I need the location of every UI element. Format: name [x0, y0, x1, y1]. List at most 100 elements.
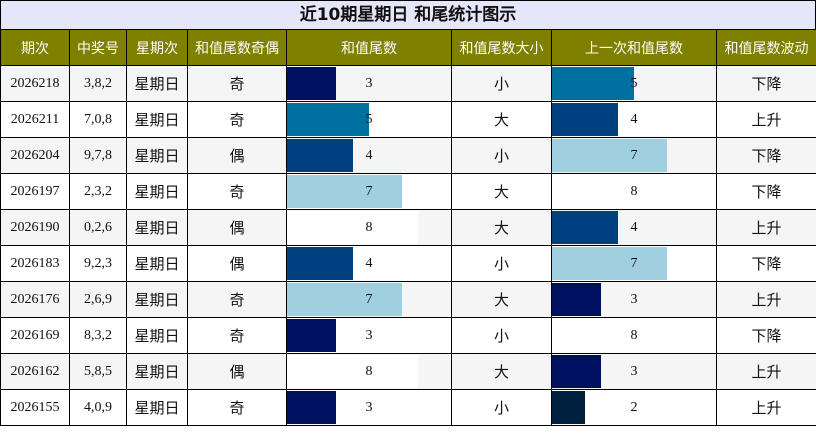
parity-cell: 偶	[187, 137, 287, 174]
trend-cell: 上升	[716, 209, 816, 246]
prev-tail-cell-value: 5	[630, 75, 638, 91]
parity-cell: 偶	[187, 353, 287, 390]
period-cell: 2026176	[0, 281, 70, 318]
prev-tail-cell-value: 4	[630, 219, 638, 235]
tail-cell: 3	[286, 389, 452, 426]
tail-cell-bar	[287, 139, 353, 172]
period-cell: 2026211	[0, 101, 70, 138]
tail-cell-value: 3	[365, 399, 373, 415]
weekday-cell: 星期日	[126, 353, 188, 390]
weekday-cell: 星期日	[126, 101, 188, 138]
tail-cell-value: 4	[365, 255, 373, 271]
table-body: 2026218 3,8,2 星期日奇 3 小 5 下降 2026211 7,0,8 星期日奇 5 大 4…	[0, 65, 816, 426]
table-row: 2026169 8,3,2 星期日奇 3 小 8 下降	[0, 317, 816, 354]
tail-cell: 4	[286, 137, 452, 174]
size-cell: 大	[451, 173, 552, 210]
size-cell: 小	[451, 65, 552, 102]
weekday-cell: 星期日	[126, 173, 188, 210]
table-row: 2026183 9,2,3 星期日偶 4 小 7 下降	[0, 245, 816, 282]
table-row: 2026197 2,3,2 星期日奇 7 大 8 下降	[0, 173, 816, 210]
prev-tail-cell: 7	[551, 245, 717, 282]
weekday-cell: 星期日	[126, 245, 188, 282]
header-period: 期次	[0, 29, 70, 66]
period-cell: 2026218	[0, 65, 70, 102]
tail-cell-bar	[287, 211, 419, 244]
tail-cell-value: 3	[365, 75, 373, 91]
prev-tail-cell: 8	[551, 317, 717, 354]
weekday-cell: 星期日	[126, 137, 188, 174]
prev-tail-cell: 5	[551, 65, 717, 102]
parity-cell: 偶	[187, 209, 287, 246]
prev-tail-cell-value: 8	[630, 183, 638, 199]
prev-tail-cell-bar	[552, 211, 618, 244]
tail-cell-bar	[287, 391, 337, 424]
tail-cell: 7	[286, 173, 452, 210]
numbers-cell: 0,2,6	[69, 209, 127, 246]
numbers-cell: 9,7,8	[69, 137, 127, 174]
period-cell: 2026197	[0, 173, 70, 210]
tail-cell-bar	[287, 319, 337, 352]
parity-cell: 奇	[187, 101, 287, 138]
header-tail: 和值尾数	[286, 29, 452, 66]
tail-cell-bar	[287, 175, 402, 208]
prev-tail-cell-bar	[552, 391, 585, 424]
tail-cell-value: 5	[365, 111, 373, 127]
tail-cell-bar	[287, 355, 419, 388]
tail-cell: 8	[286, 353, 452, 390]
parity-cell: 奇	[187, 389, 287, 426]
size-cell: 小	[451, 137, 552, 174]
trend-cell: 上升	[716, 101, 816, 138]
size-cell: 大	[451, 101, 552, 138]
tail-cell-bar	[287, 103, 369, 136]
tail-cell: 4	[286, 245, 452, 282]
numbers-cell: 3,8,2	[69, 65, 127, 102]
trend-cell: 上升	[716, 389, 816, 426]
header-parity: 和值尾数奇偶	[187, 29, 287, 66]
tail-stats-table: 期次 中奖号 星期次 和值尾数奇偶 和值尾数 和值尾数大小 上一次和值尾数 和值…	[0, 29, 816, 426]
numbers-cell: 4,0,9	[69, 389, 127, 426]
table-row: 2026190 0,2,6 星期日偶 8 大 4 上升	[0, 209, 816, 246]
trend-cell: 下降	[716, 317, 816, 354]
parity-cell: 偶	[187, 245, 287, 282]
weekday-cell: 星期日	[126, 65, 188, 102]
table-row: 2026155 4,0,9 星期日奇 3 小 2 上升	[0, 389, 816, 426]
tail-cell-value: 3	[365, 327, 373, 343]
weekday-cell: 星期日	[126, 281, 188, 318]
prev-tail-cell-value: 4	[630, 111, 638, 127]
weekday-cell: 星期日	[126, 389, 188, 426]
prev-tail-cell: 3	[551, 353, 717, 390]
period-cell: 2026204	[0, 137, 70, 174]
prev-tail-cell-value: 2	[630, 399, 638, 415]
size-cell: 小	[451, 245, 552, 282]
prev-tail-cell-value: 3	[630, 363, 638, 379]
weekday-cell: 星期日	[126, 209, 188, 246]
prev-tail-cell: 2	[551, 389, 717, 426]
header-prev-tail: 上一次和值尾数	[551, 29, 717, 66]
prev-tail-cell-value: 3	[630, 291, 638, 307]
tail-cell-bar	[287, 283, 402, 316]
prev-tail-cell: 3	[551, 281, 717, 318]
header-size: 和值尾数大小	[451, 29, 552, 66]
table-row: 2026176 2,6,9 星期日奇 7 大 3 上升	[0, 281, 816, 318]
table-row: 2026162 5,8,5 星期日偶 8 大 3 上升	[0, 353, 816, 390]
table-row: 2026204 9,7,8 星期日偶 4 小 7 下降	[0, 137, 816, 174]
numbers-cell: 5,8,5	[69, 353, 127, 390]
tail-cell-value: 8	[365, 219, 373, 235]
tail-cell-value: 4	[365, 147, 373, 163]
tail-cell-bar	[287, 247, 353, 280]
prev-tail-cell-bar	[552, 283, 602, 316]
table-row: 2026211 7,0,8 星期日奇 5 大 4 上升	[0, 101, 816, 138]
tail-cell: 8	[286, 209, 452, 246]
size-cell: 大	[451, 353, 552, 390]
prev-tail-cell: 7	[551, 137, 717, 174]
size-cell: 大	[451, 281, 552, 318]
tail-cell-bar	[287, 67, 337, 100]
numbers-cell: 9,2,3	[69, 245, 127, 282]
prev-tail-cell-bar	[552, 67, 634, 100]
numbers-cell: 2,6,9	[69, 281, 127, 318]
numbers-cell: 7,0,8	[69, 101, 127, 138]
period-cell: 2026183	[0, 245, 70, 282]
trend-cell: 下降	[716, 173, 816, 210]
period-cell: 2026169	[0, 317, 70, 354]
